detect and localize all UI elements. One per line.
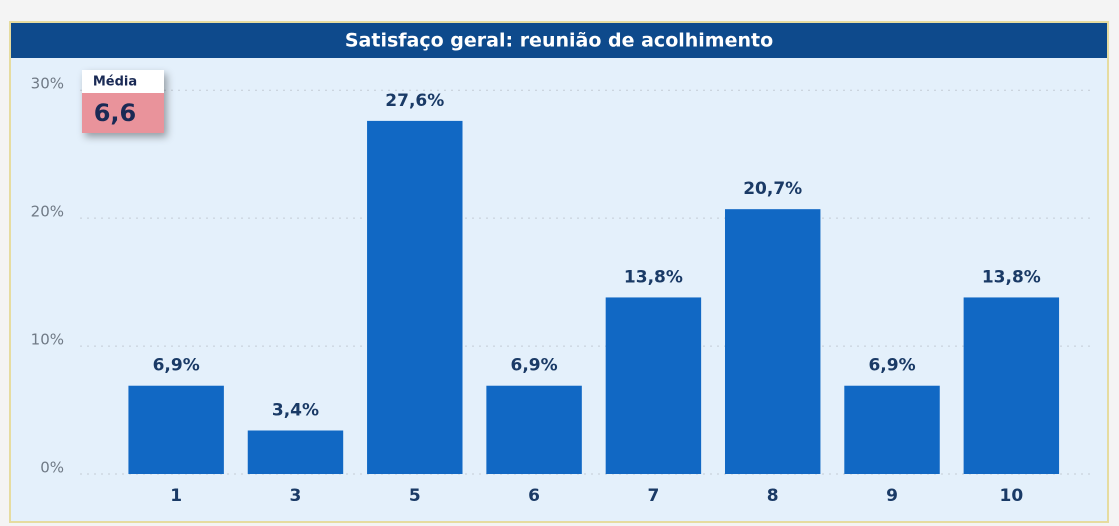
value-label: 6,9% <box>511 356 558 376</box>
bar <box>128 385 224 474</box>
header <box>11 23 1107 58</box>
value-label: 6,9% <box>153 356 200 376</box>
bar <box>247 430 344 474</box>
bar <box>605 297 702 474</box>
bar <box>486 385 582 474</box>
y-tick-label: 20% <box>31 203 64 221</box>
value-label: 13,8% <box>982 267 1041 287</box>
x-tick-label: 8 <box>767 486 779 506</box>
bar <box>367 120 463 475</box>
y-tick-label: 0% <box>40 459 64 477</box>
value-label: 3,4% <box>272 401 319 421</box>
chart-title: Satisfaço geral: reunião de acolhimento <box>345 30 773 52</box>
mean-value: 6,6 <box>94 99 137 127</box>
x-tick-label: 9 <box>886 486 898 506</box>
x-tick-label: 5 <box>409 486 421 506</box>
bar <box>844 385 940 474</box>
value-label: 20,7% <box>743 179 802 199</box>
value-label: 6,9% <box>868 356 915 376</box>
bar <box>963 297 1060 474</box>
mean-card-top <box>82 70 164 93</box>
value-label: 27,6% <box>385 91 444 111</box>
y-tick-label: 30% <box>31 75 64 93</box>
mean-card <box>82 70 164 133</box>
x-tick-label: 3 <box>290 486 302 506</box>
x-tick-label: 10 <box>1000 486 1024 506</box>
mean-card-bottom <box>82 93 164 133</box>
x-tick-label: 7 <box>647 486 659 506</box>
x-tick-label: 1 <box>170 486 182 506</box>
bar <box>724 209 821 474</box>
y-tick-label: 10% <box>31 331 64 349</box>
plot: 0% 10% 20% 30% 1 6,9% 3 3,4% 5 27,6% 6 6,9% 7 13,8% 8 2… <box>31 75 1095 506</box>
x-tick-label: 6 <box>528 486 540 506</box>
mean-label: Média <box>93 75 137 90</box>
value-label: 13,8% <box>624 267 683 287</box>
